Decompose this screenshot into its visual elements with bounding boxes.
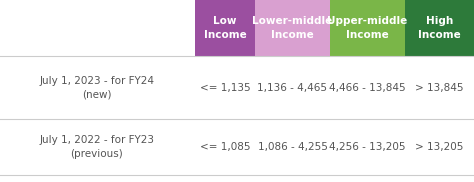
Text: <= 1,135: <= 1,135: [200, 82, 250, 92]
Text: Low
Income: Low Income: [204, 16, 246, 40]
Text: July 1, 2023 - for FY24
(new): July 1, 2023 - for FY24 (new): [39, 76, 155, 100]
Text: High
Income: High Income: [418, 16, 461, 40]
Text: Lower-middle
Income: Lower-middle Income: [252, 16, 333, 40]
Bar: [195, 0, 255, 56]
Text: 4,466 - 13,845: 4,466 - 13,845: [329, 82, 406, 92]
Bar: [330, 0, 405, 56]
Text: 4,256 - 13,205: 4,256 - 13,205: [329, 142, 406, 152]
Text: > 13,845: > 13,845: [415, 82, 464, 92]
Text: <= 1,085: <= 1,085: [200, 142, 250, 152]
Text: Upper-middle
Income: Upper-middle Income: [328, 16, 408, 40]
Text: July 1, 2022 - for FY23
(previous): July 1, 2022 - for FY23 (previous): [39, 135, 155, 159]
Text: > 13,205: > 13,205: [415, 142, 464, 152]
Text: 1,136 - 4,465: 1,136 - 4,465: [257, 82, 328, 92]
Text: 1,086 - 4,255: 1,086 - 4,255: [257, 142, 328, 152]
Bar: [405, 0, 474, 56]
Bar: [255, 0, 330, 56]
